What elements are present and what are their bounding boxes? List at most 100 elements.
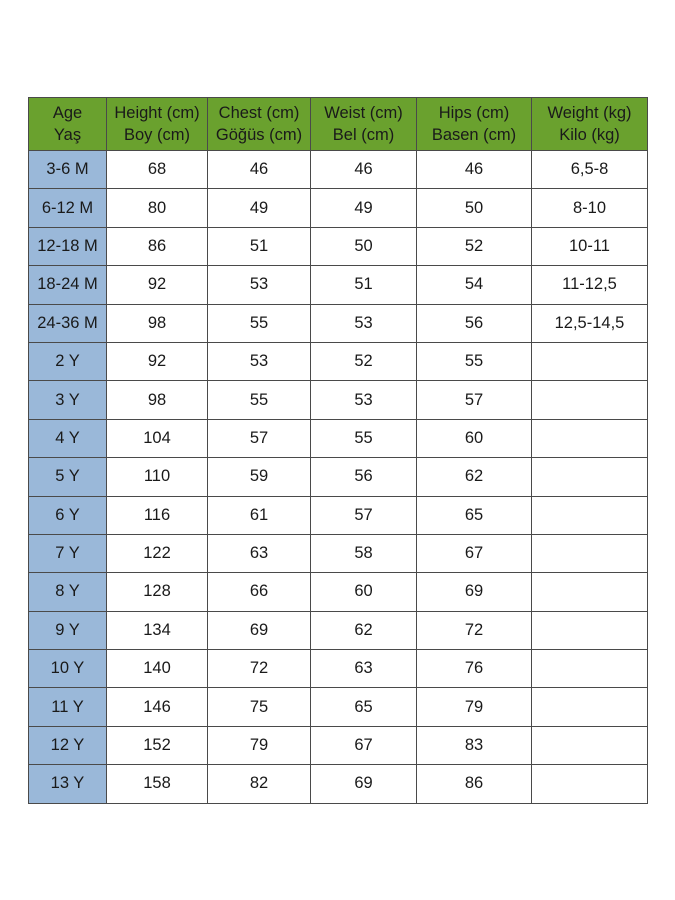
age-cell: 24-36 M (28, 303, 107, 343)
value-cell: 61 (207, 495, 311, 535)
empty-cell (531, 457, 648, 497)
value-cell: 11-12,5 (531, 265, 648, 305)
value-cell: 67 (310, 725, 417, 766)
value-cell: 59 (207, 457, 311, 497)
header-cell: Hips (cm) Basen (cm) (416, 97, 532, 151)
table-row: 3-6 M 68 46 46 46 6,5-8 (28, 149, 648, 190)
value-cell: 92 (106, 341, 208, 382)
value-cell: 128 (106, 572, 208, 612)
table-row: 24-36 M 98 55 53 56 12,5-14,5 (28, 303, 648, 343)
header-line: Yaş (53, 126, 82, 144)
age-cell: 18-24 M (28, 265, 107, 305)
value-cell: 116 (106, 495, 208, 535)
value-cell: 158 (106, 764, 208, 804)
empty-cell (531, 764, 648, 804)
header-cell: Chest (cm) Göğüs (cm) (207, 97, 311, 151)
value-cell: 56 (310, 457, 417, 497)
header-line: Weist (cm) (324, 104, 403, 122)
value-cell: 46 (416, 149, 532, 190)
value-cell: 6,5-8 (531, 149, 648, 190)
value-cell: 104 (106, 418, 208, 459)
header-line: Göğüs (cm) (215, 126, 303, 144)
value-cell: 8-10 (531, 188, 648, 228)
table-row: 3 Y 98 55 53 57 (28, 380, 648, 420)
value-cell: 12,5-14,5 (531, 303, 648, 343)
empty-cell (531, 341, 648, 382)
age-cell: 5 Y (28, 457, 107, 497)
value-cell: 62 (310, 610, 417, 651)
value-cell: 134 (106, 610, 208, 651)
header-cell: Age Yaş (28, 97, 107, 151)
value-cell: 58 (310, 533, 417, 574)
empty-cell (531, 572, 648, 612)
value-cell: 79 (207, 725, 311, 766)
header-row: Age Yaş Height (cm) Boy (cm) Chest (cm) Göğüs… (28, 97, 648, 151)
table-row: 8 Y 128 66 60 69 (28, 572, 648, 612)
size-table: Age Yaş Height (cm) Boy (cm) Chest (cm) Göğüs… (28, 97, 648, 804)
age-cell: 3 Y (28, 380, 107, 420)
value-cell: 53 (310, 303, 417, 343)
age-cell: 10 Y (28, 649, 107, 689)
age-cell: 9 Y (28, 610, 107, 651)
value-cell: 60 (416, 418, 532, 459)
value-cell: 57 (207, 418, 311, 459)
value-cell: 54 (416, 265, 532, 305)
table-row: 5 Y 110 59 56 62 (28, 457, 648, 497)
value-cell: 46 (310, 149, 417, 190)
age-cell: 4 Y (28, 418, 107, 459)
header-cell: Weist (cm) Bel (cm) (310, 97, 417, 151)
age-cell: 8 Y (28, 572, 107, 612)
header-line: Height (cm) (114, 104, 200, 122)
value-cell: 51 (310, 265, 417, 305)
header-cell: Weight (kg) Kilo (kg) (531, 97, 648, 151)
value-cell: 83 (416, 725, 532, 766)
table-row: 4 Y 104 57 55 60 (28, 418, 648, 459)
header-line: Boy (cm) (124, 126, 190, 144)
value-cell: 53 (310, 380, 417, 420)
age-cell: 12 Y (28, 725, 107, 766)
value-cell: 79 (416, 687, 532, 727)
value-cell: 69 (416, 572, 532, 612)
value-cell: 140 (106, 649, 208, 689)
value-cell: 72 (207, 649, 311, 689)
empty-cell (531, 418, 648, 459)
value-cell: 86 (106, 226, 208, 267)
value-cell: 57 (310, 495, 417, 535)
value-cell: 66 (207, 572, 311, 612)
header-line: Bel (cm) (332, 126, 395, 144)
empty-cell (531, 533, 648, 574)
table-body: 3-6 M 68 46 46 46 6,5-8 6-12 M 80 49 49 50 8-10 12-1… (28, 149, 648, 804)
value-cell: 62 (416, 457, 532, 497)
value-cell: 53 (207, 265, 311, 305)
value-cell: 55 (207, 303, 311, 343)
table-row: 12-18 M 86 51 50 52 10-11 (28, 226, 648, 267)
header-line: Chest (cm) (218, 104, 300, 122)
age-cell: 12-18 M (28, 226, 107, 267)
value-cell: 82 (207, 764, 311, 804)
value-cell: 76 (416, 649, 532, 689)
value-cell: 49 (310, 188, 417, 228)
value-cell: 56 (416, 303, 532, 343)
table-row: 11 Y 146 75 65 79 (28, 687, 648, 727)
value-cell: 67 (416, 533, 532, 574)
age-cell: 13 Y (28, 764, 107, 804)
age-cell: 7 Y (28, 533, 107, 574)
value-cell: 55 (416, 341, 532, 382)
value-cell: 92 (106, 265, 208, 305)
age-cell: 6 Y (28, 495, 107, 535)
value-cell: 80 (106, 188, 208, 228)
value-cell: 98 (106, 303, 208, 343)
value-cell: 68 (106, 149, 208, 190)
value-cell: 49 (207, 188, 311, 228)
value-cell: 10-11 (531, 226, 648, 267)
empty-cell (531, 649, 648, 689)
value-cell: 65 (416, 495, 532, 535)
age-cell: 3-6 M (28, 149, 107, 190)
value-cell: 52 (416, 226, 532, 267)
value-cell: 152 (106, 725, 208, 766)
header-line: Hips (cm) (438, 104, 510, 122)
header-line: Basen (cm) (431, 126, 517, 144)
value-cell: 55 (207, 380, 311, 420)
empty-cell (531, 380, 648, 420)
